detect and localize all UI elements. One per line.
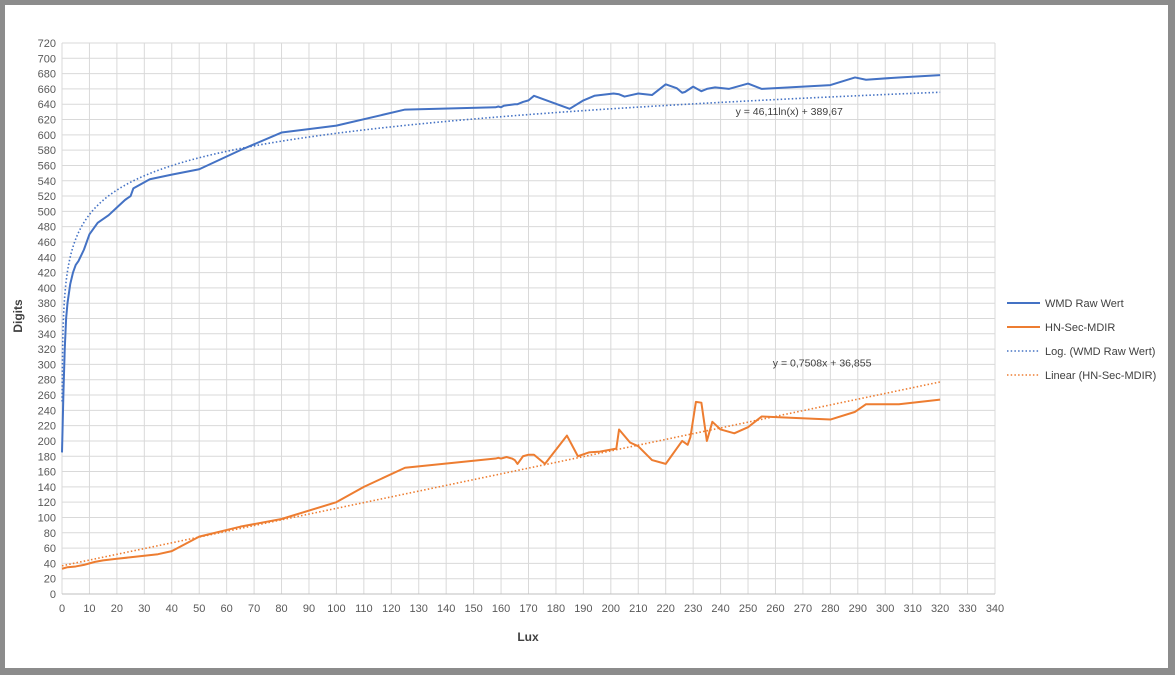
x-tick-label: 190	[574, 603, 592, 615]
trendline-linear	[61, 381, 941, 567]
y-tick-label: 680	[38, 69, 56, 81]
legend-label: WMD Raw Wert	[1045, 298, 1124, 310]
x-axis-title: Lux	[517, 630, 539, 644]
x-tick-label: 260	[766, 603, 784, 615]
x-tick-label: 70	[248, 603, 260, 615]
series-line	[61, 74, 941, 453]
y-tick-label: 340	[38, 329, 56, 341]
y-axis-title: Digits	[11, 299, 25, 333]
legend-label: Linear (HN-Sec-MDIR)	[1045, 370, 1156, 382]
tick-layer: 0204060801001201401601802002202402602803…	[38, 38, 1005, 615]
x-tick-label: 180	[547, 603, 565, 615]
y-tick-label: 300	[38, 359, 56, 371]
y-tick-label: 480	[38, 222, 56, 234]
y-tick-label: 200	[38, 436, 56, 448]
y-tick-label: 560	[38, 160, 56, 172]
legend-label: Log. (WMD Raw Wert)	[1045, 346, 1155, 358]
y-tick-label: 140	[38, 482, 56, 494]
y-tick-label: 60	[44, 543, 56, 555]
y-tick-label: 640	[38, 99, 56, 111]
y-tick-label: 40	[44, 558, 56, 570]
x-tick-label: 310	[903, 603, 921, 615]
y-tick-label: 240	[38, 405, 56, 417]
y-tick-label: 500	[38, 206, 56, 218]
x-tick-label: 10	[83, 603, 95, 615]
y-tick-label: 460	[38, 237, 56, 249]
x-tick-label: 170	[519, 603, 537, 615]
y-tick-label: 420	[38, 268, 56, 280]
x-tick-label: 160	[492, 603, 510, 615]
y-tick-label: 520	[38, 191, 56, 203]
y-tick-label: 120	[38, 497, 56, 509]
x-tick-label: 300	[876, 603, 894, 615]
legend-label: HN-Sec-MDIR	[1045, 322, 1115, 334]
x-tick-label: 30	[138, 603, 150, 615]
x-tick-label: 100	[327, 603, 345, 615]
legend: WMD Raw Wert HN-Sec-MDIR Log. (WMD Raw Wer…	[1007, 298, 1156, 382]
y-tick-label: 720	[38, 38, 56, 50]
y-tick-label: 540	[38, 176, 56, 188]
y-tick-label: 280	[38, 375, 56, 387]
x-tick-label: 120	[382, 603, 400, 615]
x-tick-label: 210	[629, 603, 647, 615]
grid-layer	[61, 42, 996, 595]
y-tick-label: 0	[50, 589, 56, 601]
series-line	[61, 398, 941, 570]
y-tick-label: 380	[38, 298, 56, 310]
annotation-layer: y = 46,11ln(x) + 389,67 y = 0,7508x + 36,…	[736, 106, 872, 370]
trend-equation-label: y = 0,7508x + 36,855	[773, 358, 872, 370]
y-tick-label: 20	[44, 574, 56, 586]
y-tick-label: 260	[38, 390, 56, 402]
x-tick-label: 60	[221, 603, 233, 615]
y-tick-label: 700	[38, 53, 56, 65]
y-tick-label: 660	[38, 84, 56, 96]
y-tick-label: 400	[38, 283, 56, 295]
y-tick-label: 180	[38, 451, 56, 463]
y-tick-label: 360	[38, 314, 56, 326]
x-tick-label: 330	[958, 603, 976, 615]
y-tick-label: 440	[38, 252, 56, 264]
y-tick-label: 580	[38, 145, 56, 157]
x-tick-label: 150	[464, 603, 482, 615]
x-tick-label: 110	[355, 603, 373, 615]
x-tick-label: 290	[849, 603, 867, 615]
x-tick-label: 340	[986, 603, 1004, 615]
trendline-log	[61, 91, 941, 402]
x-tick-label: 80	[275, 603, 287, 615]
x-tick-label: 50	[193, 603, 205, 615]
y-tick-label: 100	[38, 512, 56, 524]
x-tick-label: 140	[437, 603, 455, 615]
y-tick-label: 220	[38, 421, 56, 433]
series-layer	[61, 74, 941, 570]
x-tick-label: 0	[59, 603, 65, 615]
x-tick-label: 230	[684, 603, 702, 615]
y-tick-label: 160	[38, 467, 56, 479]
chart-frame: 0 20 40 60 80 100 120 140 160 180 200 220 240 260 280 3…	[5, 5, 1168, 668]
x-tick-label: 220	[657, 603, 675, 615]
trend-equation-label: y = 46,11ln(x) + 389,67	[736, 106, 843, 118]
x-tick-label: 130	[410, 603, 428, 615]
x-tick-label: 40	[166, 603, 178, 615]
y-tick-label: 320	[38, 344, 56, 356]
x-tick-label: 20	[111, 603, 123, 615]
y-tick-label: 600	[38, 130, 56, 142]
trend-layer	[61, 91, 941, 567]
x-tick-label: 320	[931, 603, 949, 615]
y-tick-label: 620	[38, 115, 56, 127]
x-tick-label: 250	[739, 603, 757, 615]
x-tick-label: 200	[602, 603, 620, 615]
y-tick-label: 80	[44, 528, 56, 540]
x-tick-label: 270	[794, 603, 812, 615]
x-tick-label: 280	[821, 603, 839, 615]
x-tick-label: 90	[303, 603, 315, 615]
x-tick-label: 240	[711, 603, 729, 615]
chart-svg: 0204060801001201401601802002202402602803…	[11, 38, 1156, 644]
